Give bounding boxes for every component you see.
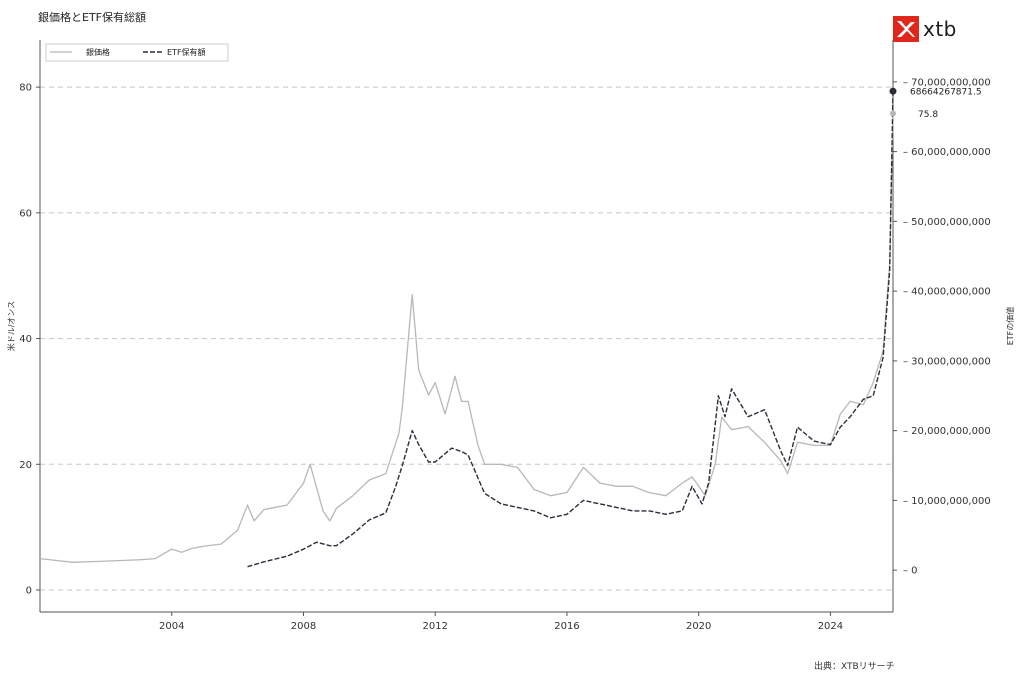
y2-tick-label: – 0 — [903, 566, 918, 577]
x-tick-label: 2008 — [291, 621, 316, 632]
y2-tick-label: – 30,000,000,000 — [903, 356, 991, 367]
xtb-logo-icon — [893, 16, 919, 42]
y2-tick-label: – 70,000,000,000 — [903, 77, 991, 88]
x-tick-label: 2004 — [159, 621, 184, 632]
silver-endpoint-label: 75.8 — [918, 110, 938, 120]
y2-axis-label: ETFの価値 — [1005, 307, 1015, 346]
legend-etf-label: ETF保有額 — [167, 47, 206, 57]
legend-box — [45, 43, 229, 62]
grid-lines — [40, 86, 893, 591]
silver-price-line — [39, 113, 894, 563]
x-tick-label: 2016 — [554, 621, 579, 632]
y-tick-label: 40 — [19, 334, 32, 345]
y2-tick-label: – 50,000,000,000 — [903, 217, 991, 228]
axes — [36, 40, 897, 616]
xtb-logo-text: xtb — [923, 17, 957, 41]
xtb-logo: xtb — [893, 16, 957, 42]
annotations: 68664267871.5 75.8 — [889, 87, 982, 120]
y-tick-label: 60 — [19, 208, 32, 219]
x-tick-label: 2020 — [686, 621, 711, 632]
legend: 銀価格 ETF保有額 — [45, 43, 229, 62]
tick-labels: 0 20 40 60 80 – 0 – 10,000,000,000 – 20,000,000… — [6, 77, 1015, 632]
y-axis-label: 米ドル/オンス — [6, 301, 16, 352]
etf-endpoint-label: 68664267871.5 — [910, 88, 982, 98]
x-tick-label: 2012 — [422, 621, 447, 632]
chart-title: 銀価格とETF保有総額 — [38, 11, 146, 24]
y2-tick-label: – 60,000,000,000 — [903, 147, 991, 158]
y2-tick-label: – 10,000,000,000 — [903, 496, 991, 507]
legend-silver-label: 銀価格 — [86, 47, 110, 57]
series-layer — [39, 91, 894, 568]
y2-tick-label: – 20,000,000,000 — [903, 426, 991, 437]
x-tick-label: 2024 — [818, 621, 843, 632]
y2-tick-label: – 40,000,000,000 — [903, 287, 991, 298]
source-note: 出典：XTBリサーチ — [814, 662, 895, 672]
etf-holdings-line — [247, 91, 894, 568]
y-tick-label: 0 — [26, 586, 32, 597]
silver-endpoint-marker — [890, 110, 896, 117]
etf-endpoint-marker — [889, 87, 897, 95]
y-tick-label: 20 — [19, 460, 32, 471]
y-tick-label: 80 — [19, 83, 32, 94]
